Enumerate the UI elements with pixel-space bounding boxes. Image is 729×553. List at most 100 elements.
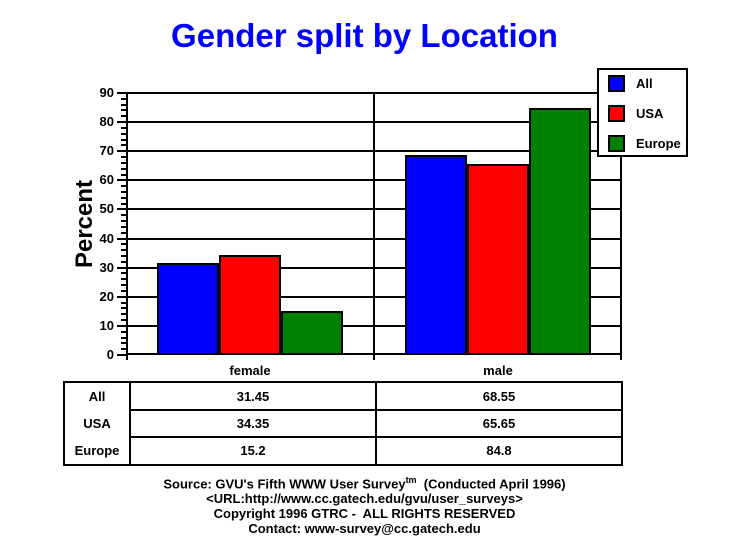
table-row-label: USA bbox=[83, 416, 111, 431]
y-minor-tick bbox=[121, 190, 126, 193]
y-minor-tick bbox=[121, 220, 126, 223]
y-tick bbox=[117, 295, 126, 298]
y-minor-tick bbox=[121, 231, 126, 234]
y-minor-tick bbox=[121, 167, 126, 170]
y-minor-tick bbox=[121, 173, 126, 176]
y-minor-tick bbox=[121, 307, 126, 310]
y-minor-tick bbox=[121, 202, 126, 205]
legend: All USA Europe bbox=[597, 68, 688, 157]
x-category-label-female: female bbox=[229, 363, 271, 378]
table-cell-male: 68.55 bbox=[482, 389, 516, 404]
url-line: <URL:http://www.cc.gatech.edu/gvu/user_s… bbox=[206, 491, 523, 507]
table-row-label: Europe bbox=[74, 443, 120, 458]
y-minor-tick bbox=[121, 185, 126, 188]
y-tick-label: 90 bbox=[99, 85, 114, 100]
legend-item-all: All bbox=[608, 75, 684, 95]
y-minor-tick bbox=[121, 336, 126, 339]
legend-label: USA bbox=[636, 106, 664, 121]
table-cell-male: 65.65 bbox=[482, 416, 516, 431]
plot-right-border bbox=[620, 93, 622, 360]
y-minor-tick bbox=[121, 313, 126, 316]
y-axis-line bbox=[126, 93, 128, 360]
legend-item-europe: Europe bbox=[608, 135, 684, 155]
bar-female-europe bbox=[281, 310, 343, 355]
legend-swatch-usa bbox=[608, 105, 625, 122]
bar-male-all bbox=[405, 155, 467, 355]
y-tick-label: 30 bbox=[99, 259, 114, 275]
table-row-separator bbox=[129, 409, 621, 411]
table-cell-female: 34.35 bbox=[236, 416, 270, 431]
y-minor-tick bbox=[121, 156, 126, 159]
legend-label: All bbox=[636, 76, 653, 91]
y-minor-tick bbox=[121, 225, 126, 228]
y-tick-label: 20 bbox=[99, 288, 114, 304]
y-tick bbox=[117, 237, 126, 240]
bar-male-europe bbox=[529, 108, 591, 355]
source-line: Source: GVU's Fifth WWW User Surveytm (C… bbox=[0, 473, 729, 491]
data-table: All 31.45 68.55 USA 34.35 65.65 Europe 15.2 84.8 bbox=[63, 381, 623, 466]
y-minor-tick bbox=[121, 103, 126, 106]
legend-label: Europe bbox=[636, 136, 681, 151]
y-minor-tick bbox=[121, 278, 126, 281]
y-minor-tick bbox=[121, 161, 126, 164]
table-data-column-separator bbox=[375, 383, 377, 464]
plot-area: 0 10 20 30 40 50 60 70 80 90 female male bbox=[100, 85, 622, 378]
y-tick bbox=[117, 150, 126, 153]
trademark-superscript: tm bbox=[405, 475, 417, 485]
y-minor-tick bbox=[121, 330, 126, 333]
x-category-label-male: male bbox=[483, 363, 513, 378]
copyright-line: Copyright 1996 GTRC - ALL RIGHTS RESERVE… bbox=[213, 506, 516, 522]
y-minor-tick bbox=[121, 196, 126, 199]
y-tick bbox=[117, 121, 126, 124]
y-tick bbox=[117, 179, 126, 182]
y-tick-label: 70 bbox=[99, 143, 114, 159]
y-minor-tick bbox=[121, 272, 126, 275]
contact-line: Contact: www-survey@cc.gatech.edu bbox=[248, 521, 481, 537]
y-tick-label: 60 bbox=[99, 172, 114, 188]
legend-swatch-all bbox=[608, 75, 625, 92]
y-minor-tick bbox=[121, 255, 126, 258]
y-minor-tick bbox=[121, 319, 126, 322]
y-tick-label: 50 bbox=[99, 201, 114, 217]
y-minor-tick bbox=[121, 289, 126, 292]
y-tick bbox=[117, 208, 126, 211]
source-note: Source: GVU's Fifth WWW User Surveytm (C… bbox=[0, 473, 729, 536]
table-row-label: All bbox=[88, 389, 106, 404]
bar-male-usa bbox=[467, 163, 529, 355]
y-minor-tick bbox=[121, 243, 126, 246]
y-minor-tick bbox=[121, 115, 126, 118]
y-minor-tick bbox=[121, 284, 126, 287]
y-minor-tick bbox=[121, 97, 126, 100]
y-minor-tick bbox=[121, 348, 126, 351]
y-minor-tick bbox=[121, 126, 126, 129]
y-minor-tick bbox=[121, 249, 126, 252]
y-minor-tick bbox=[121, 342, 126, 345]
y-tick-label: 10 bbox=[99, 317, 114, 333]
legend-item-usa: USA bbox=[608, 105, 684, 125]
y-tick-label: 40 bbox=[99, 230, 114, 246]
y-minor-tick bbox=[121, 144, 126, 147]
y-minor-tick bbox=[121, 214, 126, 217]
y-tick bbox=[117, 92, 126, 94]
table-cell-female: 15.2 bbox=[240, 443, 266, 458]
y-minor-tick bbox=[121, 132, 126, 135]
y-minor-tick bbox=[121, 260, 126, 263]
y-minor-tick bbox=[121, 301, 126, 304]
bar-female-usa bbox=[219, 255, 281, 355]
chart-title: Gender split by Location bbox=[171, 17, 558, 54]
source-text: Source: GVU's Fifth WWW User Survey bbox=[163, 476, 406, 492]
y-minor-tick bbox=[121, 138, 126, 141]
table-label-column-separator bbox=[129, 383, 131, 464]
table-row-separator bbox=[129, 436, 621, 438]
table-cell-female: 31.45 bbox=[236, 389, 270, 404]
y-minor-tick bbox=[121, 109, 126, 112]
y-tick-label: 0 bbox=[106, 347, 114, 362]
category-separator-line bbox=[373, 93, 375, 360]
y-tick bbox=[117, 354, 126, 356]
y-tick bbox=[117, 266, 126, 269]
y-tick bbox=[117, 324, 126, 327]
source-date-text: (Conducted April 1996) bbox=[416, 476, 566, 492]
table-cell-male: 84.8 bbox=[486, 443, 512, 458]
legend-swatch-europe bbox=[608, 135, 625, 152]
